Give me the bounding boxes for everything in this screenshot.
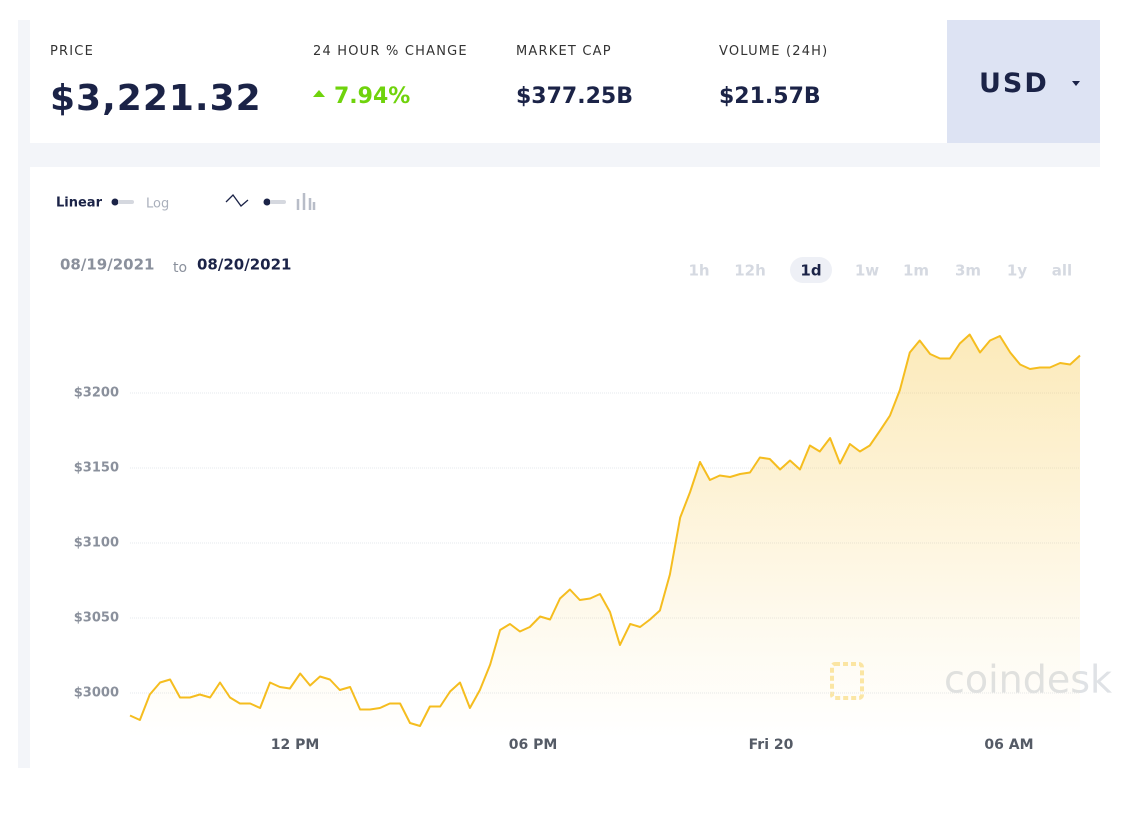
range-button[interactable]: 1d — [800, 262, 821, 280]
range-button[interactable]: 3m — [955, 262, 981, 280]
date-separator: to — [173, 260, 187, 276]
y-tick-label: $3200 — [74, 386, 119, 401]
date-from: 08/19/2021 — [60, 256, 154, 274]
x-tick-label: Fri 20 — [749, 737, 794, 753]
area-fill — [130, 334, 1080, 738]
volume-value: $21.57B — [719, 84, 821, 109]
currency-dropdown[interactable]: USD — [947, 20, 1100, 143]
change-value: 7.94% — [334, 84, 411, 109]
toggle-track[interactable] — [118, 200, 134, 204]
range-button[interactable]: 1h — [688, 262, 709, 280]
x-tick-label: 12 PM — [271, 737, 320, 753]
toggle-track[interactable] — [270, 200, 286, 204]
dropdown-caret — [1072, 81, 1080, 86]
x-tick-label: 06 AM — [984, 737, 1033, 753]
stats-bar: PRICE $3,221.32 24 HOUR % CHANGE 7.94% M… — [30, 20, 947, 143]
range-button[interactable]: 1m — [903, 262, 929, 280]
range-button[interactable]: 12h — [734, 262, 766, 280]
candle-icon[interactable] — [296, 193, 316, 210]
y-tick-label: $3150 — [74, 461, 119, 476]
stat-label: VOLUME (24H) — [719, 44, 829, 59]
y-tick-label: $3100 — [74, 536, 119, 551]
range-button[interactable]: all — [1052, 262, 1072, 280]
stat-label: MARKET CAP — [516, 44, 612, 59]
y-tick-label: $3000 — [74, 686, 119, 701]
market-cap-value: $377.25B — [516, 84, 633, 109]
stat-label: PRICE — [50, 44, 94, 59]
scale-option[interactable]: Linear — [56, 196, 103, 211]
range-button[interactable]: 1w — [855, 262, 879, 280]
line-icon[interactable] — [225, 194, 249, 207]
price-line — [129, 333, 1081, 727]
x-tick-label: 06 PM — [509, 737, 558, 753]
stat-label: 24 HOUR % CHANGE — [313, 44, 468, 59]
scale-option[interactable]: Log — [146, 197, 169, 212]
up-arrow — [313, 90, 325, 97]
range-active-bg — [790, 257, 832, 283]
price-value: $3,221.32 — [50, 78, 262, 119]
toggle-knob[interactable] — [263, 198, 271, 206]
toggle-knob[interactable] — [111, 198, 119, 206]
range-button[interactable]: 1y — [1007, 262, 1027, 280]
y-tick-label: $3050 — [74, 611, 119, 626]
date-to: 08/20/2021 — [197, 256, 291, 274]
currency-label: USD — [979, 68, 1049, 99]
